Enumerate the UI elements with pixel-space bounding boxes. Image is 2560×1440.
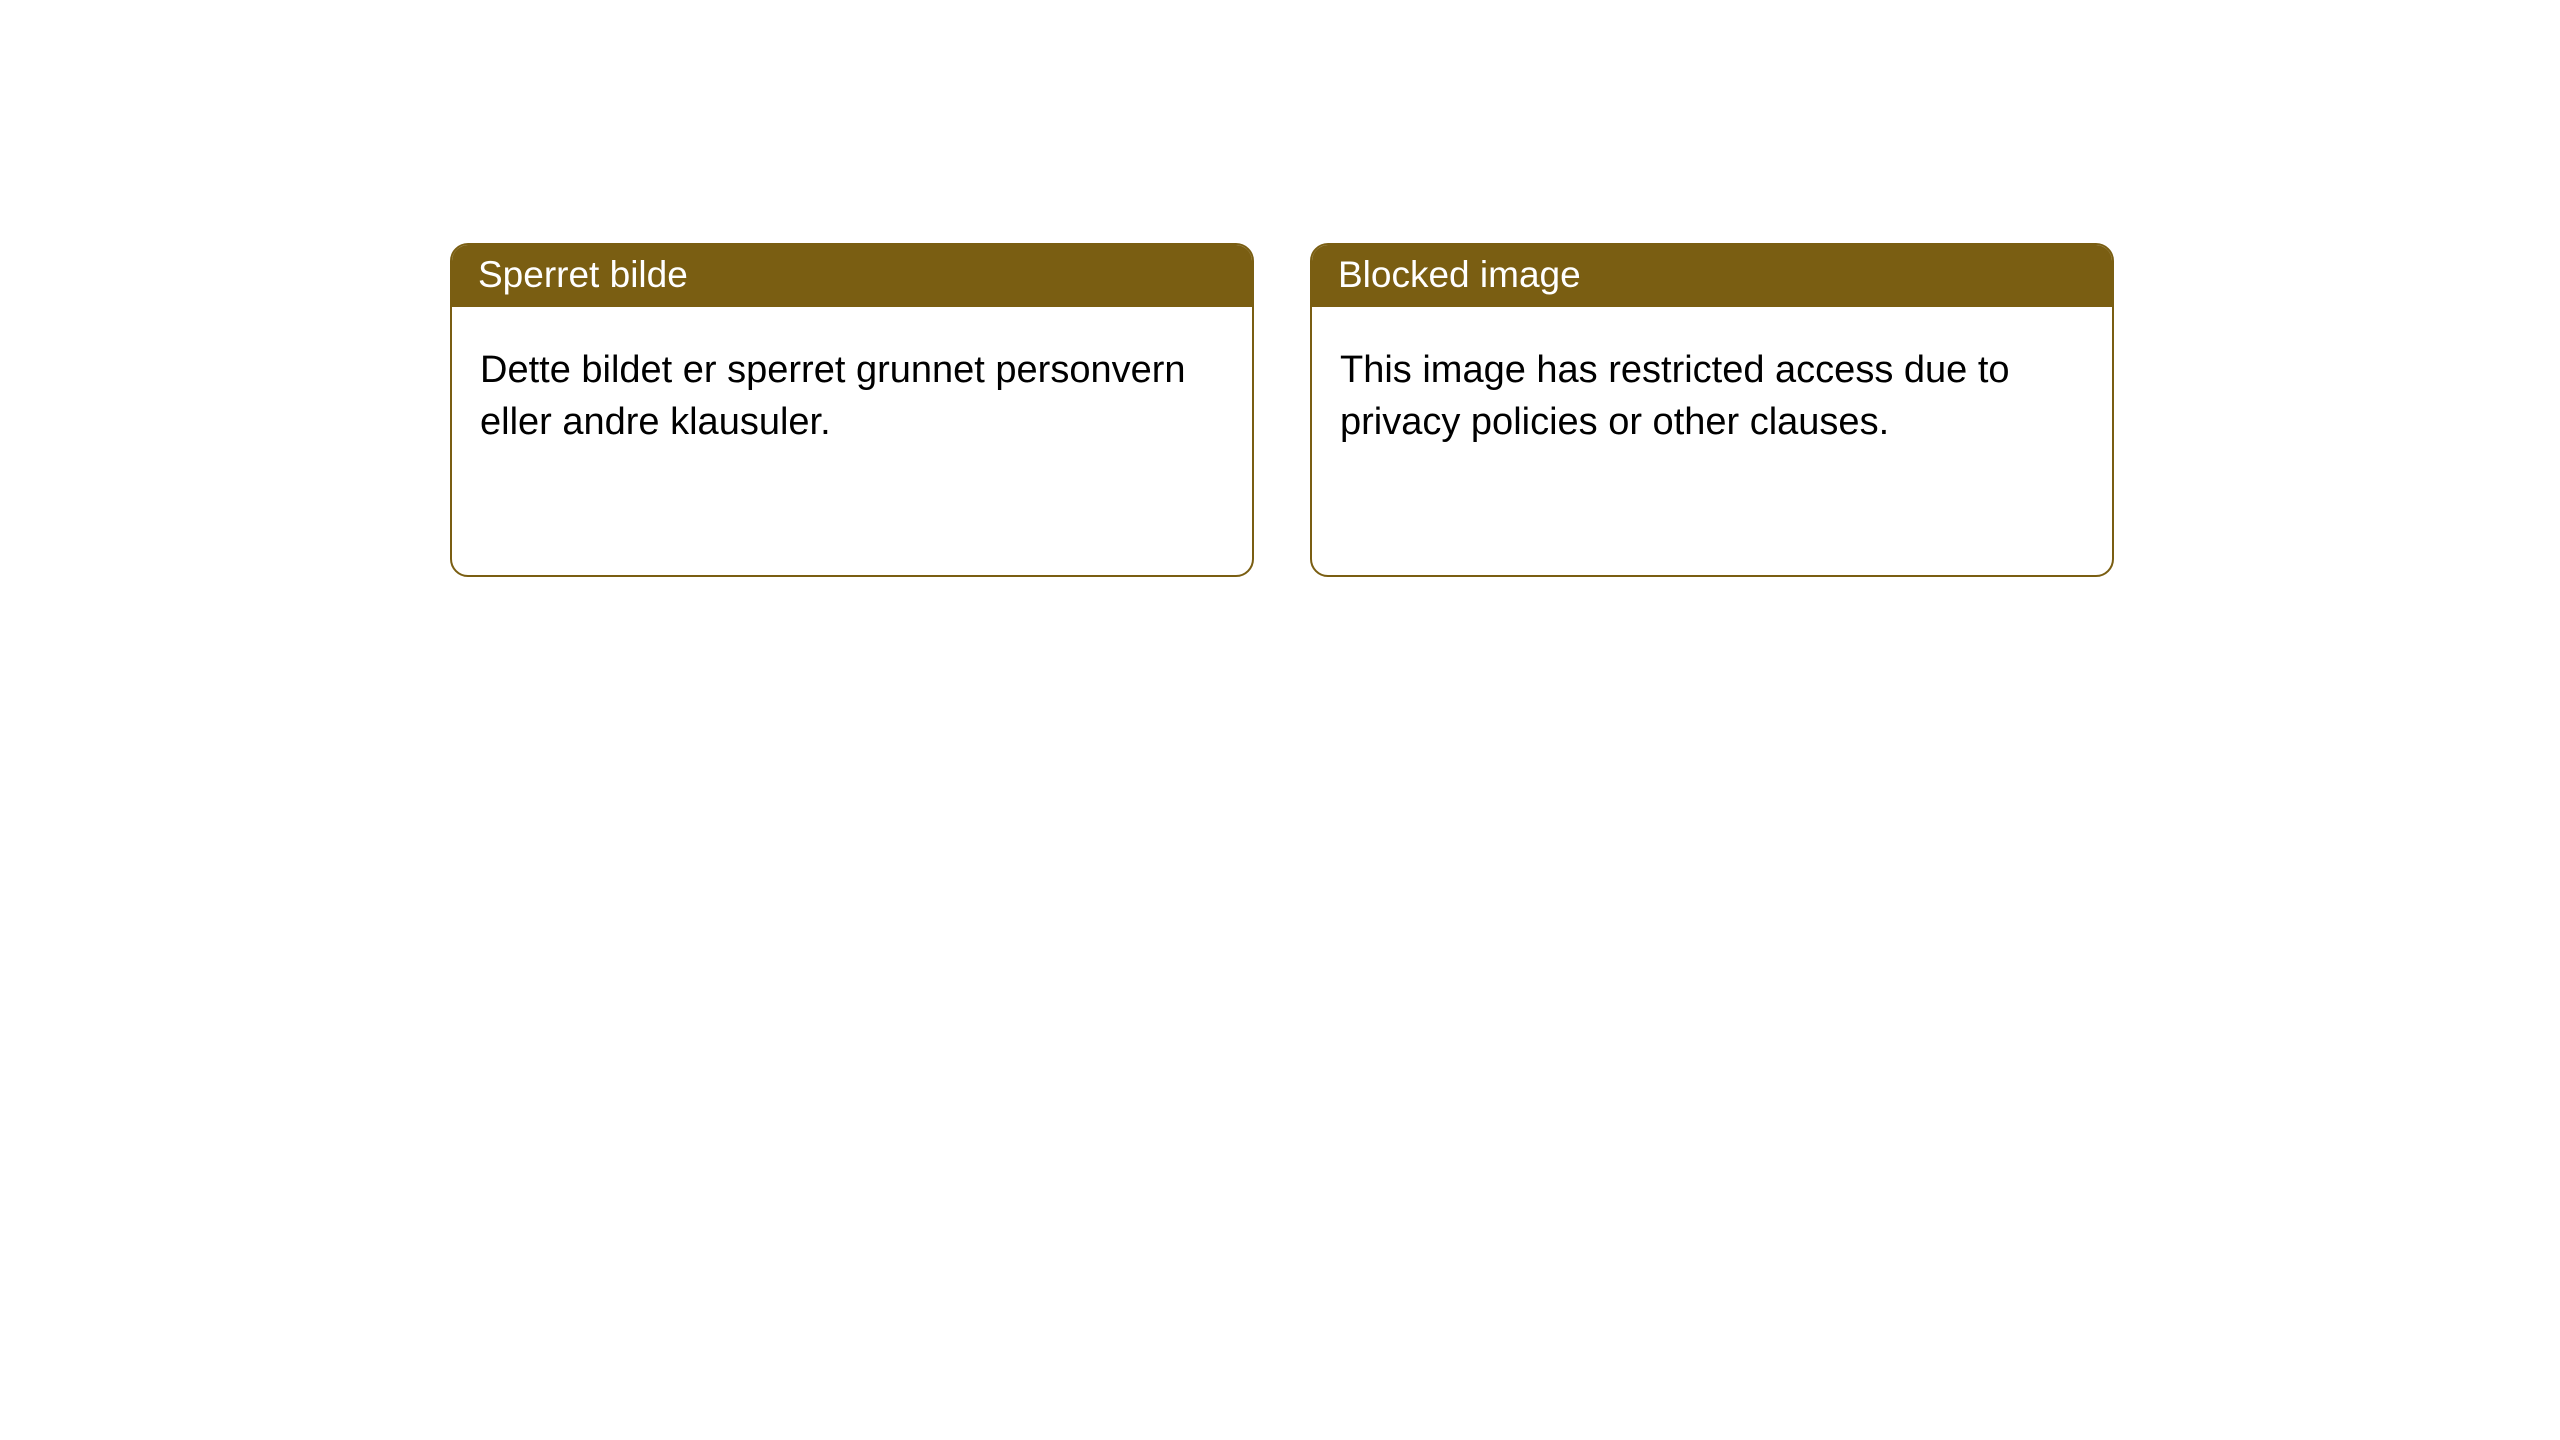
card-message-no: Dette bildet er sperret grunnet personve… [480, 349, 1186, 442]
card-title-no: Sperret bilde [478, 254, 688, 295]
blocked-image-card-en: Blocked image This image has restricted … [1310, 243, 2114, 577]
card-body-en: This image has restricted access due to … [1312, 307, 2112, 476]
cards-container: Sperret bilde Dette bildet er sperret gr… [0, 0, 2560, 577]
card-header-no: Sperret bilde [452, 245, 1252, 307]
blocked-image-card-no: Sperret bilde Dette bildet er sperret gr… [450, 243, 1254, 577]
card-header-en: Blocked image [1312, 245, 2112, 307]
card-message-en: This image has restricted access due to … [1340, 349, 2010, 442]
card-title-en: Blocked image [1338, 254, 1581, 295]
card-body-no: Dette bildet er sperret grunnet personve… [452, 307, 1252, 476]
